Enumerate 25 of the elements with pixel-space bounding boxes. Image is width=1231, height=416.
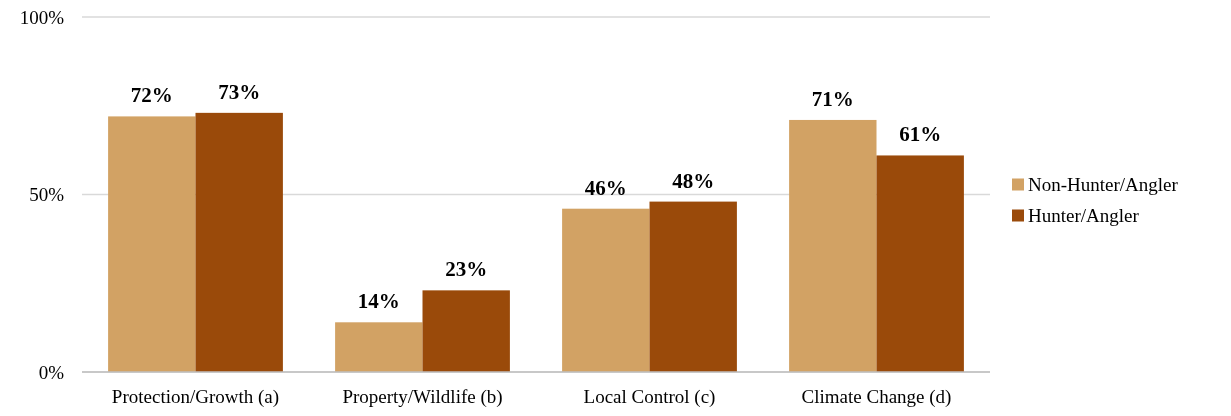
data-label: 71% (811, 86, 854, 111)
data-label: 61% (899, 122, 942, 147)
bar (422, 290, 510, 372)
data-label: 72% (130, 83, 173, 108)
x-tick-label: Climate Change (d) (801, 386, 952, 408)
bar (108, 116, 196, 372)
y-tick-label: 50% (29, 184, 65, 206)
data-label: 73% (218, 79, 261, 104)
data-label: 48% (672, 168, 715, 193)
data-label: 14% (357, 289, 400, 314)
bar (789, 119, 877, 372)
legend-label: Hunter/Angler (1028, 205, 1140, 227)
y-tick-label: 100% (19, 6, 65, 28)
bar (195, 112, 283, 372)
x-tick-label: Protection/Growth (a) (111, 386, 280, 408)
data-label: 46% (584, 175, 627, 200)
bar (876, 155, 964, 372)
data-label: 23% (445, 257, 488, 282)
bar (649, 201, 737, 372)
bar (562, 208, 650, 372)
x-tick-label: Property/Wildlife (b) (342, 386, 503, 408)
y-tick-label: 0% (38, 361, 65, 383)
legend-label: Non-Hunter/Angler (1028, 174, 1179, 196)
x-tick-label: Local Control (c) (583, 386, 716, 408)
bar (335, 322, 423, 372)
